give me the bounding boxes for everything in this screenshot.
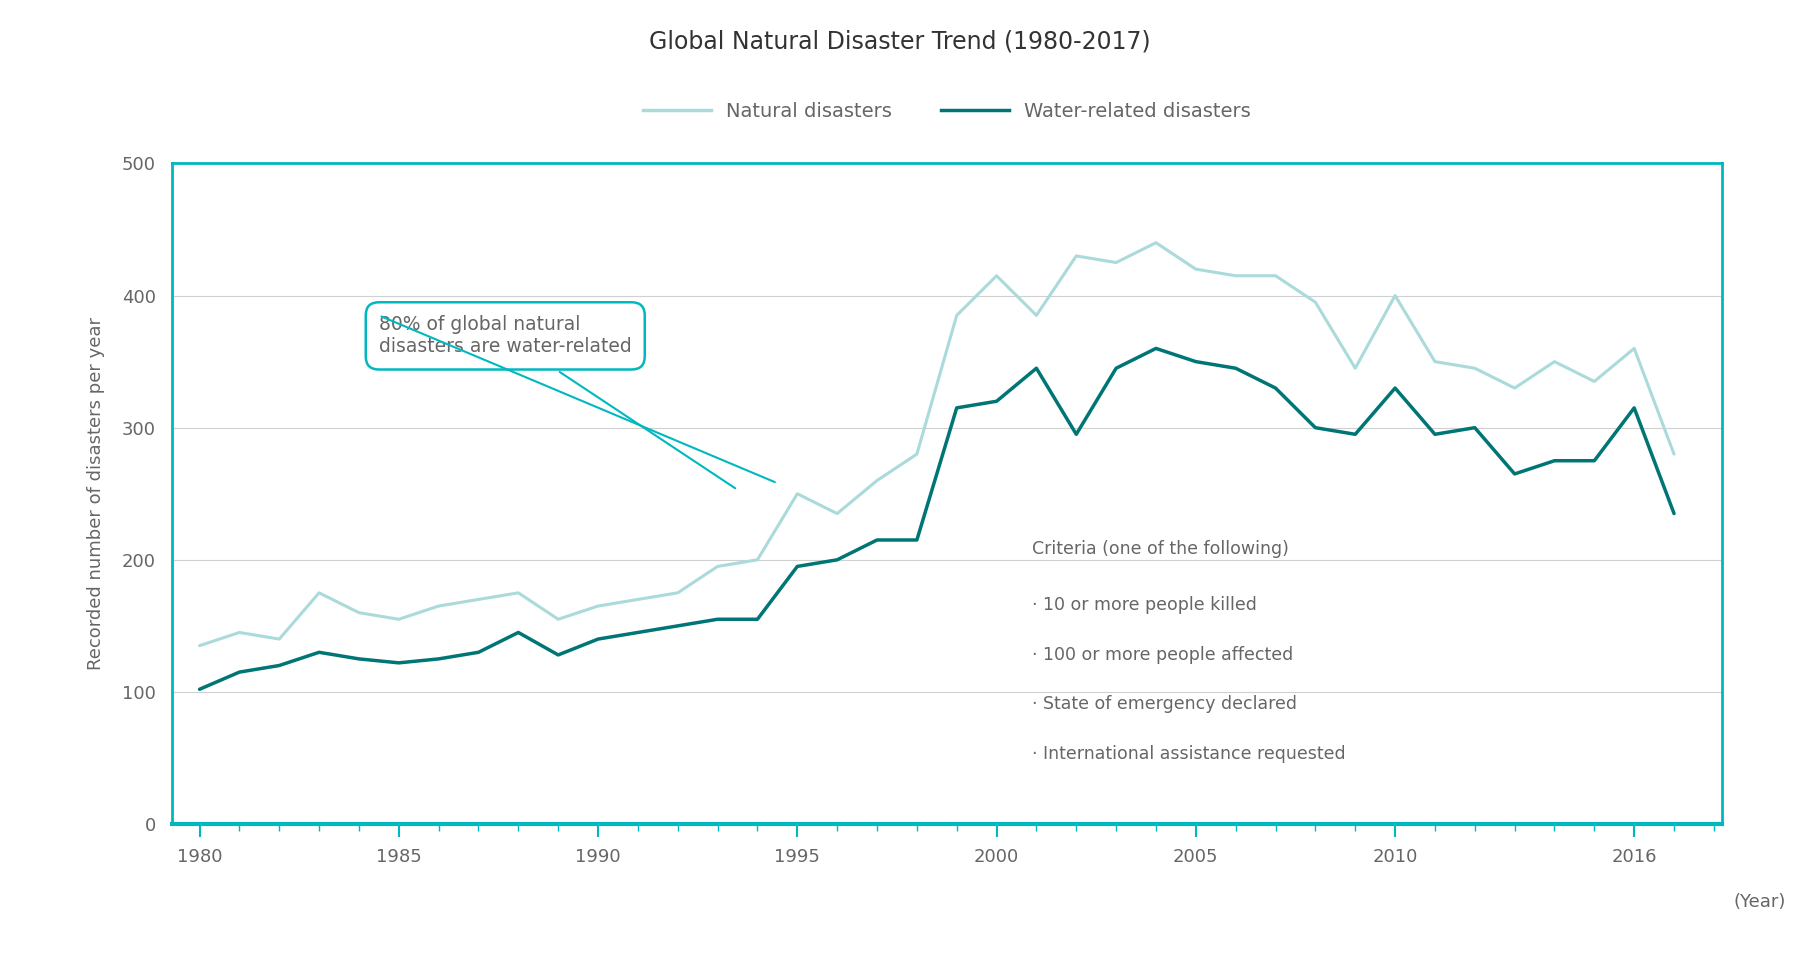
Y-axis label: Recorded number of disasters per year: Recorded number of disasters per year bbox=[86, 318, 104, 670]
Text: 80% of global natural
disasters are water-related: 80% of global natural disasters are wate… bbox=[378, 316, 734, 488]
Text: · 10 or more people killed: · 10 or more people killed bbox=[1031, 596, 1256, 615]
Text: · International assistance requested: · International assistance requested bbox=[1031, 745, 1346, 763]
Text: · 100 or more people affected: · 100 or more people affected bbox=[1031, 646, 1292, 663]
Text: Criteria (one of the following): Criteria (one of the following) bbox=[1031, 540, 1289, 558]
Text: Global Natural Disaster Trend (1980-2017): Global Natural Disaster Trend (1980-2017… bbox=[650, 29, 1150, 54]
Text: (Year): (Year) bbox=[1733, 893, 1786, 911]
Text: · State of emergency declared: · State of emergency declared bbox=[1031, 695, 1298, 713]
Legend: Natural disasters, Water-related disasters: Natural disasters, Water-related disaste… bbox=[635, 94, 1258, 129]
